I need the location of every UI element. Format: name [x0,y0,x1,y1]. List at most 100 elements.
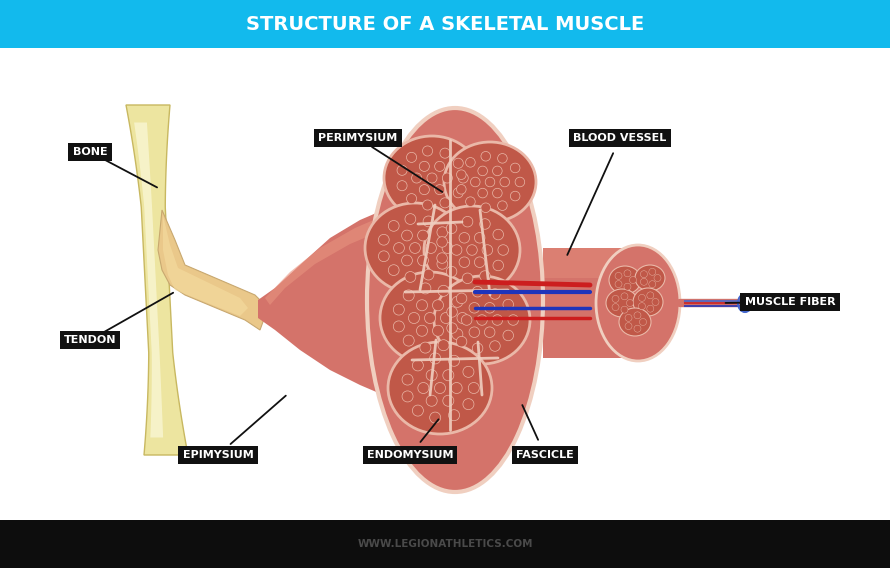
Circle shape [411,173,422,183]
Polygon shape [158,210,268,330]
Circle shape [463,366,474,377]
Circle shape [434,161,445,172]
Circle shape [647,292,654,299]
Circle shape [498,245,508,255]
Circle shape [493,260,504,271]
Circle shape [462,216,473,227]
Circle shape [625,314,632,321]
Ellipse shape [365,203,465,293]
Circle shape [490,289,500,299]
Circle shape [471,177,480,187]
Circle shape [624,283,631,290]
Ellipse shape [609,266,641,294]
Circle shape [615,273,622,279]
Circle shape [457,170,466,179]
Circle shape [425,312,435,324]
Circle shape [403,290,414,301]
Circle shape [437,237,448,247]
Circle shape [402,391,413,402]
Circle shape [451,245,462,255]
Circle shape [503,299,514,310]
Circle shape [621,293,628,300]
Circle shape [641,271,647,278]
Circle shape [492,166,502,176]
Circle shape [469,327,480,337]
Circle shape [465,157,475,167]
Circle shape [638,294,645,302]
Circle shape [397,181,407,191]
Circle shape [510,163,520,173]
Circle shape [449,410,459,421]
Polygon shape [258,108,543,492]
Circle shape [447,323,457,333]
Circle shape [393,304,404,315]
Ellipse shape [367,108,543,492]
Circle shape [474,257,485,268]
Circle shape [437,253,448,264]
Circle shape [482,245,493,255]
Polygon shape [543,248,638,358]
Circle shape [480,219,490,229]
Circle shape [419,161,429,172]
Text: BONE: BONE [73,147,108,157]
Circle shape [474,232,485,243]
Circle shape [498,153,507,163]
Circle shape [478,188,488,198]
Text: TENDON: TENDON [64,335,117,345]
Circle shape [427,173,437,183]
Circle shape [388,220,399,231]
Ellipse shape [434,276,530,364]
Ellipse shape [619,308,651,336]
Circle shape [407,194,417,204]
Circle shape [412,405,424,416]
Text: STRUCTURE OF A SKELETAL MUSCLE: STRUCTURE OF A SKELETAL MUSCLE [246,15,644,34]
Circle shape [510,191,520,201]
Circle shape [473,286,483,297]
Circle shape [417,255,428,266]
Ellipse shape [424,206,520,294]
Circle shape [412,360,424,371]
Circle shape [437,227,448,237]
Circle shape [438,340,449,350]
Circle shape [458,173,468,183]
Circle shape [441,312,451,324]
Circle shape [405,272,416,282]
Circle shape [634,312,641,319]
Circle shape [641,278,647,285]
Circle shape [437,258,448,269]
Circle shape [425,243,436,253]
Circle shape [462,273,473,283]
Circle shape [461,315,472,325]
Circle shape [401,230,412,241]
Circle shape [417,382,429,394]
Circle shape [490,341,500,351]
Circle shape [492,315,503,325]
Circle shape [393,243,404,253]
Ellipse shape [444,142,536,222]
Circle shape [417,325,427,336]
Circle shape [493,229,504,240]
Polygon shape [163,215,248,316]
Text: ENDOMYSIUM: ENDOMYSIUM [367,450,453,460]
Circle shape [515,177,525,187]
Circle shape [503,330,514,341]
Circle shape [627,299,634,307]
Text: BLOOD VESSEL: BLOOD VESSEL [573,133,667,143]
Circle shape [629,277,636,283]
Text: MUSCLE FIBER: MUSCLE FIBER [745,297,836,307]
Circle shape [451,382,462,394]
Circle shape [463,399,474,410]
Circle shape [457,312,468,324]
Circle shape [457,185,466,194]
Circle shape [649,268,656,275]
Circle shape [480,271,490,281]
Circle shape [442,173,452,183]
Ellipse shape [384,136,480,220]
Text: EPIMYSIUM: EPIMYSIUM [182,450,254,460]
Circle shape [397,165,407,176]
Circle shape [443,370,454,381]
Circle shape [423,200,433,210]
Circle shape [485,177,495,187]
Circle shape [423,146,433,156]
Circle shape [426,370,437,381]
